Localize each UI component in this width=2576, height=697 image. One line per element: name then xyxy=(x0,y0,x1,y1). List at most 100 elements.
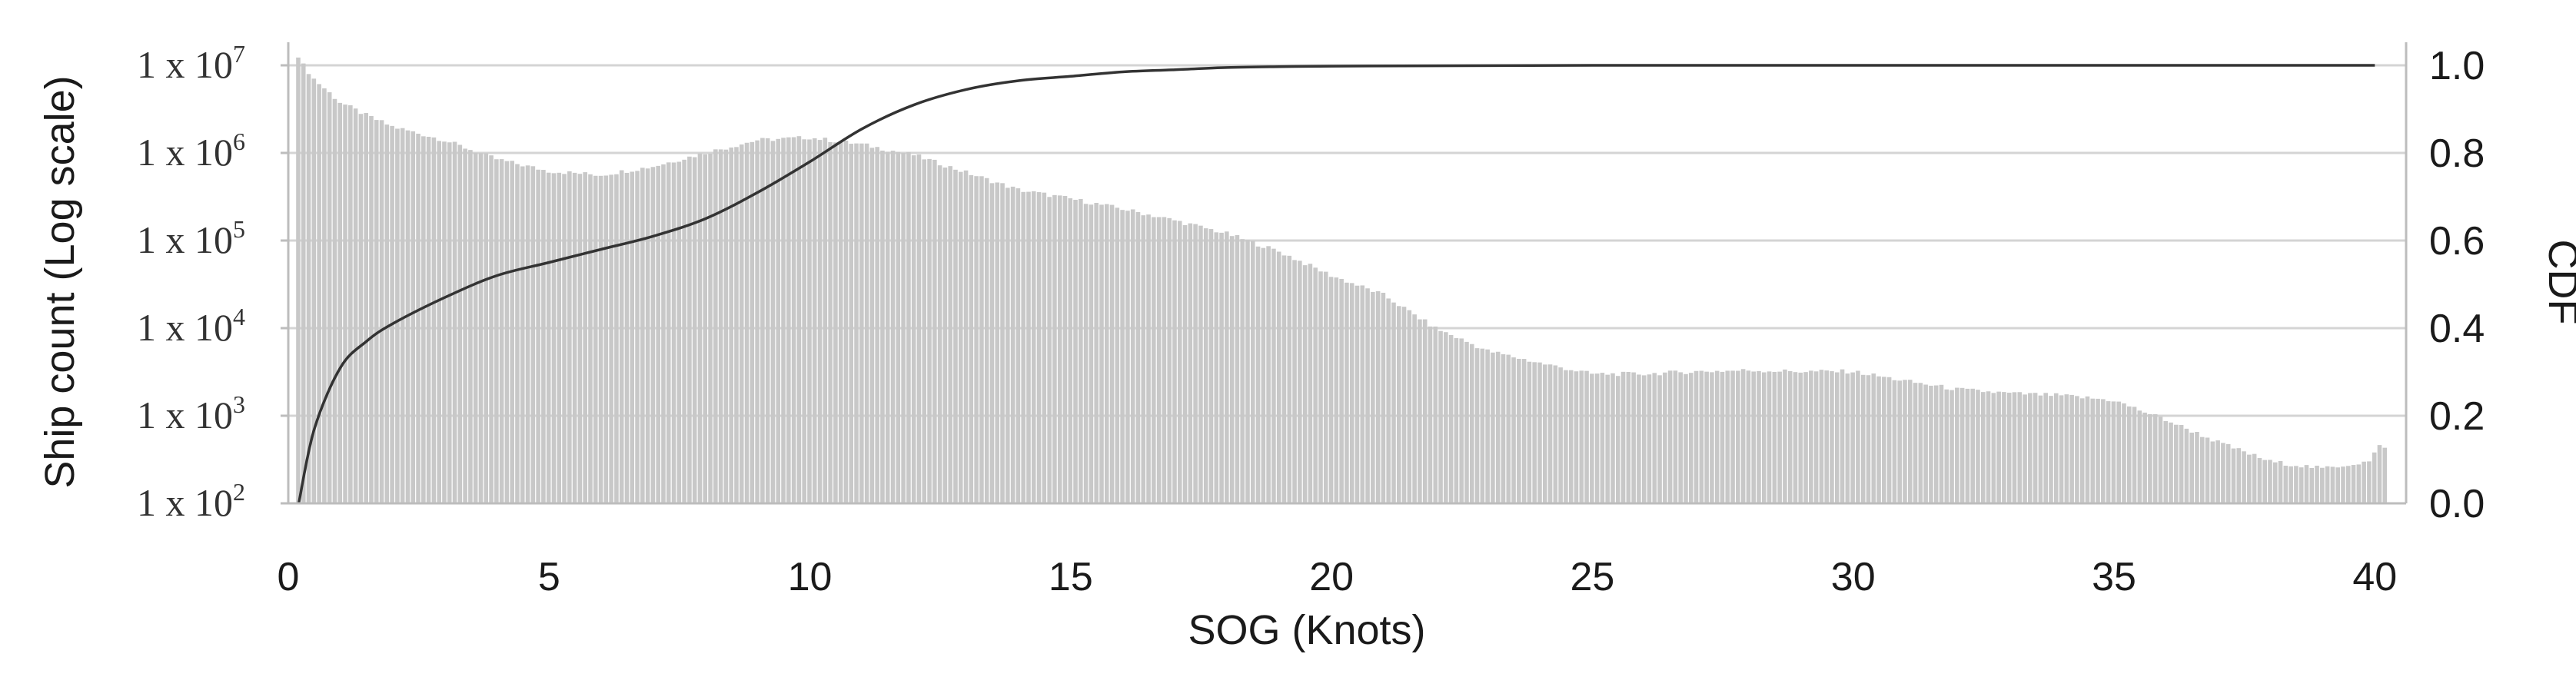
histogram-bar xyxy=(1261,247,1266,503)
histogram-bar xyxy=(1083,204,1089,503)
histogram-bar xyxy=(1783,369,1787,503)
histogram-bar xyxy=(708,153,713,503)
histogram-bar xyxy=(1198,225,1203,503)
histogram-bar xyxy=(557,172,562,504)
histogram-bar xyxy=(958,171,963,504)
histogram-bar xyxy=(1381,292,1386,503)
histogram-bar xyxy=(676,161,682,503)
y-tick-exponent: 4 xyxy=(233,303,245,330)
histogram-bar xyxy=(2075,396,2079,503)
histogram-bar xyxy=(2372,452,2377,503)
histogram-bar xyxy=(2116,401,2121,503)
histogram-bar xyxy=(2169,422,2173,503)
histogram-bar xyxy=(317,84,321,504)
histogram-bar xyxy=(1897,380,1902,503)
histogram-bar xyxy=(1647,374,1652,503)
histogram-bar xyxy=(2377,445,2382,503)
histogram-bar xyxy=(2028,393,2033,503)
histogram-bar xyxy=(1637,374,1641,503)
histogram-bar xyxy=(2085,396,2090,503)
histogram-bar xyxy=(1631,372,1636,503)
histogram-bar xyxy=(796,136,802,504)
histogram-bar xyxy=(1047,197,1052,503)
histogram-bar xyxy=(1965,388,1970,503)
histogram-bar xyxy=(1250,241,1255,503)
histogram-bar xyxy=(1725,370,1730,503)
histogram-bar xyxy=(1907,380,1913,503)
histogram-bar xyxy=(1000,183,1005,503)
histogram-bar xyxy=(791,137,796,503)
histogram-bar xyxy=(1740,369,1746,503)
histogram-bar xyxy=(624,172,630,503)
histogram-bar xyxy=(1996,391,2001,503)
histogram-bar xyxy=(2205,437,2210,503)
histogram-bar xyxy=(2142,412,2147,503)
histogram-bar xyxy=(1010,186,1015,503)
histogram-bar xyxy=(1339,278,1344,503)
histogram-bar xyxy=(1099,204,1104,503)
histogram-bar xyxy=(2262,460,2267,503)
y-tick-label: 1 x 106 xyxy=(137,128,245,174)
y2-tick-label: 0.0 xyxy=(2429,482,2485,526)
histogram-bar xyxy=(2268,460,2272,503)
histogram-bar xyxy=(1130,209,1135,503)
histogram-bar xyxy=(1590,373,1594,503)
histogram-bar xyxy=(875,147,879,503)
histogram-bar xyxy=(1761,372,1767,503)
histogram-bar xyxy=(1407,310,1412,503)
histogram-bar xyxy=(1422,319,1428,503)
histogram-bar xyxy=(1349,283,1354,503)
histogram-bar xyxy=(358,114,364,503)
histogram-bar xyxy=(447,142,452,503)
histogram-bar xyxy=(948,166,952,503)
histogram-bar xyxy=(1266,246,1271,503)
histogram-bar xyxy=(2148,413,2152,503)
y-tick-label: 1 x 105 xyxy=(137,215,245,261)
histogram-bar xyxy=(551,173,557,503)
y-tick-base: 1 x 10 xyxy=(137,393,233,436)
histogram-bar xyxy=(2137,410,2142,503)
histogram-bar xyxy=(1135,211,1141,503)
histogram-bar xyxy=(828,141,833,503)
histogram-bar xyxy=(416,133,420,503)
histogram-bar xyxy=(807,139,812,503)
histogram-bar xyxy=(1162,217,1167,503)
histogram-bar xyxy=(1491,352,1495,503)
histogram-bar xyxy=(1287,255,1292,503)
histogram-bar xyxy=(1193,224,1198,503)
histogram-bar xyxy=(927,158,932,503)
histogram-bar xyxy=(812,138,817,503)
histogram-bar xyxy=(1542,364,1547,503)
histogram-bar xyxy=(1464,341,1469,503)
x-tick-label: 25 xyxy=(1571,555,1615,599)
x-tick-label: 40 xyxy=(2352,555,2397,599)
histogram-bar xyxy=(2215,440,2220,503)
histogram-bar xyxy=(1433,326,1438,503)
histogram-bar xyxy=(572,172,577,503)
histogram-bar xyxy=(906,151,911,503)
histogram-bar xyxy=(1485,349,1490,503)
histogram-bar xyxy=(1564,370,1568,503)
histogram-bar xyxy=(515,164,520,503)
histogram-bar xyxy=(1245,240,1250,503)
histogram-bar xyxy=(1652,373,1657,503)
histogram-bar xyxy=(1354,285,1360,503)
histogram-bar xyxy=(1115,207,1120,503)
y-tick-base: 1 x 10 xyxy=(137,218,233,261)
histogram-bar xyxy=(1684,373,1688,503)
histogram-bar xyxy=(1626,371,1631,503)
histogram-bar xyxy=(937,165,942,503)
histogram-bar xyxy=(739,144,744,504)
histogram-bar xyxy=(1840,369,1845,503)
histogram-bar xyxy=(1532,362,1537,503)
histogram-bar xyxy=(1553,365,1558,503)
histogram-bar xyxy=(1913,383,1918,503)
histogram-bar xyxy=(1850,372,1855,503)
histogram-bar xyxy=(2356,464,2362,503)
histogram-bar xyxy=(1308,264,1313,503)
y2-tick-label: 0.2 xyxy=(2429,394,2485,439)
histogram-bar xyxy=(755,140,760,503)
histogram-bar xyxy=(1547,364,1553,503)
y-axis-title-left: Ship count (Log scale) xyxy=(37,75,83,488)
histogram-bar xyxy=(1986,391,1991,503)
